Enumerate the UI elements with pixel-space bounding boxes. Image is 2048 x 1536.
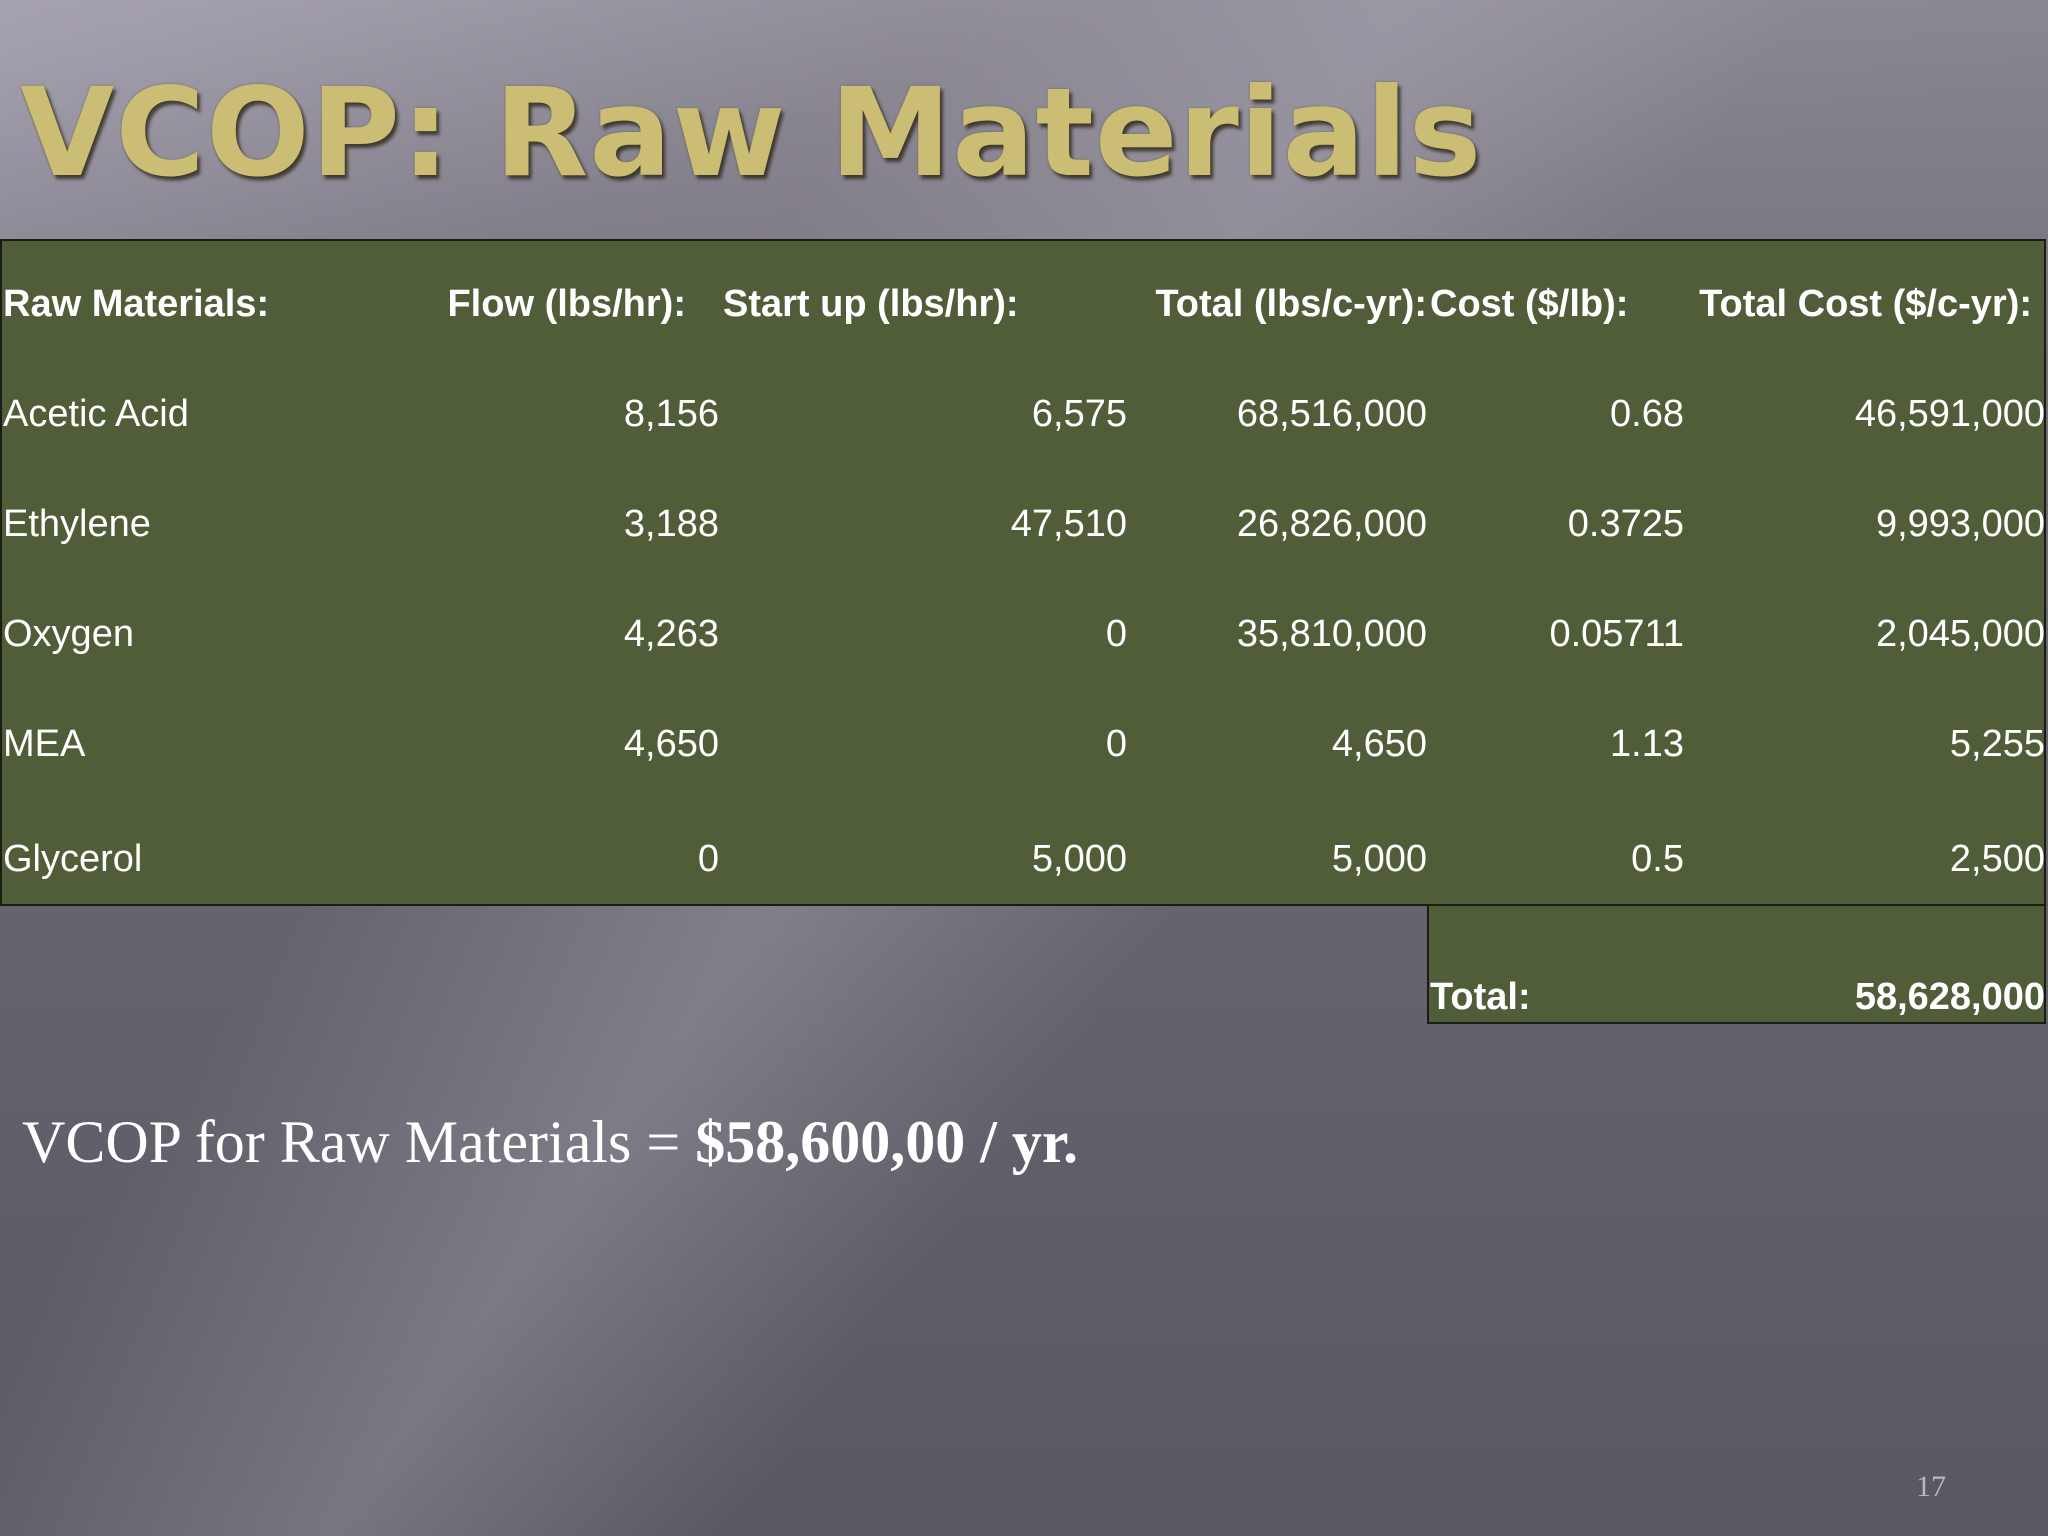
table-cell: 5,000 — [1031, 838, 1127, 880]
row-label: Glycerol — [3, 838, 143, 880]
table-cell: 46,591,000 — [1854, 393, 2045, 435]
row-label: Acetic Acid — [3, 393, 189, 435]
table-cell: 4,263 — [623, 613, 719, 655]
column-header-total-lbs: Total (lbs/c-yr): — [1155, 283, 1427, 325]
table-cell: 47,510 — [1010, 503, 1127, 545]
table-cell: 2,500 — [1949, 838, 2045, 880]
table-cell: 1.13 — [1610, 723, 1684, 765]
table-cell: 5,255 — [1949, 723, 2045, 765]
table-cell: 6,575 — [1031, 393, 1127, 435]
total-value: 58,628,000 — [1854, 976, 2045, 1018]
row-label: Ethylene — [3, 503, 151, 545]
row-label: Oxygen — [3, 613, 134, 655]
column-header-total-cost: Total Cost ($/c-yr): — [1699, 283, 2032, 325]
summary-text: VCOP for Raw Materials = — [22, 1109, 696, 1175]
total-cell-block — [1427, 906, 2046, 1024]
table-cell: 0 — [1105, 723, 1127, 765]
table-cell: 0 — [697, 838, 719, 880]
table-cell: 2,045,000 — [1875, 613, 2045, 655]
table-cell: 68,516,000 — [1236, 393, 1427, 435]
total-label: Total: — [1430, 976, 1531, 1018]
column-header-cost: Cost ($/lb): — [1430, 283, 1629, 325]
table-cell: 35,810,000 — [1236, 613, 1427, 655]
table-cell: 26,826,000 — [1236, 503, 1427, 545]
table-cell: 9,993,000 — [1875, 503, 2045, 545]
table-cell: 5,000 — [1331, 838, 1427, 880]
table-cell: 4,650 — [623, 723, 719, 765]
table-cell: 0.3725 — [1567, 503, 1684, 545]
column-header-flow: Flow (lbs/hr): — [447, 283, 686, 325]
table-cell: 0.5 — [1631, 838, 1684, 880]
page-number: 17 — [1916, 1470, 1946, 1503]
table-cell: 0.68 — [1610, 393, 1684, 435]
summary-value: $58,600,00 / yr. — [695, 1109, 1078, 1175]
row-label: MEA — [3, 723, 86, 765]
column-header-raw-materials: Raw Materials: — [3, 283, 270, 325]
table-cell: 4,650 — [1331, 723, 1427, 765]
column-header-start-up: Start up (lbs/hr): — [723, 283, 1019, 325]
raw-materials-table — [0, 239, 2046, 906]
slide-title: VCOP: Raw Materials — [20, 62, 1483, 204]
table-cell: 0 — [1105, 613, 1127, 655]
table-cell: 0.05711 — [1549, 613, 1684, 655]
vcop-summary: VCOP for Raw Materials = $58,600,00 / yr… — [22, 1108, 1078, 1177]
table-cell: 3,188 — [623, 503, 719, 545]
table-cell: 8,156 — [623, 393, 719, 435]
